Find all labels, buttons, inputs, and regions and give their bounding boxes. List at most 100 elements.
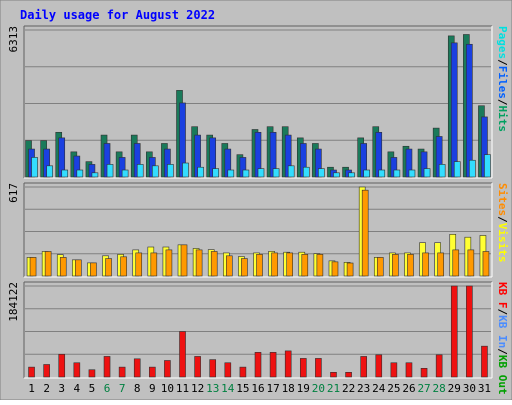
bar-sites — [105, 258, 112, 277]
x-tick-label: 11 — [176, 382, 189, 395]
x-tick-label: 5 — [89, 382, 96, 395]
bar-files — [450, 42, 458, 178]
bar-pages — [408, 169, 416, 178]
x-tick-label: 2 — [43, 382, 50, 395]
x-tick-label: 30 — [463, 382, 476, 395]
bar-pages — [31, 157, 38, 178]
x-tick-label: 1 — [28, 382, 35, 395]
y-max-label: 184122 — [7, 282, 20, 322]
bar-sites — [392, 254, 399, 277]
bar-kb-f — [224, 362, 232, 378]
x-tick-label: 15 — [236, 382, 249, 395]
x-tick-label: 14 — [221, 382, 235, 395]
x-tick-label: 16 — [251, 382, 264, 395]
bar-pages — [302, 166, 310, 178]
bar-kb-f — [118, 366, 126, 378]
bar-pages — [212, 168, 220, 178]
legend-part: Sites — [496, 183, 509, 216]
legend-part: Hits — [496, 106, 509, 133]
x-tick-label: 19 — [297, 382, 310, 395]
y-max-label: 617 — [7, 183, 20, 203]
bar-pages — [197, 166, 204, 178]
bar-kb-f — [345, 372, 352, 378]
bar-sites — [437, 252, 444, 277]
bar-pages — [348, 172, 355, 178]
legend-part: Visits — [496, 223, 509, 263]
bar-pages — [423, 168, 431, 178]
bar-pages — [46, 165, 53, 178]
bar-sites — [316, 254, 324, 277]
bar-sites — [467, 249, 475, 277]
bar-kb-f — [435, 354, 443, 378]
bar-sites — [75, 259, 82, 277]
legend-part: / — [496, 59, 509, 66]
bar-kb-f — [103, 356, 111, 378]
bar-pages — [438, 164, 446, 178]
chart-title: Daily usage for August 2022 — [20, 8, 215, 22]
bar-kb-f — [299, 358, 307, 378]
bar-sites — [376, 257, 384, 277]
bar-sites — [210, 251, 218, 277]
bar-sites — [361, 189, 369, 277]
bar-pages — [257, 168, 265, 178]
x-tick-label: 24 — [372, 382, 386, 395]
bar-pages — [136, 164, 144, 178]
bar-pages — [469, 159, 476, 178]
bar-sites — [120, 256, 127, 277]
bar-sites — [44, 251, 52, 277]
x-tick-label: 10 — [161, 382, 174, 395]
legend-part: / — [496, 309, 509, 316]
bar-kb-f — [28, 366, 35, 378]
bar-sites — [256, 254, 263, 277]
x-tick-label: 31 — [478, 382, 491, 395]
right-legend-label: Pages/Files/Hits — [496, 26, 509, 132]
legend-part: KB F — [496, 282, 509, 309]
x-tick-label: 4 — [74, 382, 81, 395]
bar-kb-f — [254, 352, 262, 378]
x-tick-label: 13 — [206, 382, 219, 395]
bar-kb-f — [330, 372, 337, 378]
bar-kb-f — [375, 354, 383, 378]
bar-kb-f — [149, 366, 156, 378]
legend-part: Pages — [496, 26, 509, 59]
x-tick-label: 17 — [266, 382, 279, 395]
x-tick-label: 21 — [327, 382, 340, 395]
bar-sites — [150, 252, 158, 277]
bar-sites — [165, 249, 173, 277]
bar-kb-f — [284, 350, 292, 378]
bar-pages — [287, 165, 295, 178]
bar-kb-f — [269, 352, 277, 378]
x-tick-label: 29 — [448, 382, 461, 395]
bar-pages — [76, 169, 84, 178]
x-tick-label: 20 — [312, 382, 325, 395]
x-tick-label: 9 — [149, 382, 156, 395]
bar-sites — [90, 262, 97, 277]
bar-sites — [301, 254, 309, 277]
x-tick-label: 18 — [282, 382, 295, 395]
bar-kb-f — [133, 358, 141, 378]
bar-kb-f — [58, 353, 66, 378]
x-tick-label: 3 — [58, 382, 65, 395]
bar-pages — [272, 168, 280, 178]
bar-pages — [121, 169, 129, 178]
bar-kb-f — [194, 356, 201, 378]
panel-traffic: 184122 KB F/KB In/KB Out — [7, 281, 509, 395]
bar-sites — [226, 255, 233, 277]
x-tick-label: 26 — [402, 382, 415, 395]
bar-sites — [331, 261, 339, 277]
x-axis: 1 2 3 4 5 6 7 8 9 10 11 12 13 14 15 16 17 18 19 20 21 22 23 24 2… — [28, 382, 491, 395]
bar-kb-f — [466, 285, 473, 378]
x-tick-label: 8 — [134, 382, 141, 395]
bar-sites — [407, 254, 414, 277]
bar-pages — [453, 161, 461, 178]
bar-sites — [180, 244, 188, 277]
bar-pages — [152, 165, 159, 178]
x-tick-label: 22 — [342, 382, 355, 395]
x-tick-label: 7 — [119, 382, 126, 395]
bar-kb-f — [73, 362, 81, 378]
legend-part: Files — [496, 66, 509, 99]
bar-kb-f — [315, 358, 322, 378]
bar-pages — [91, 172, 99, 178]
